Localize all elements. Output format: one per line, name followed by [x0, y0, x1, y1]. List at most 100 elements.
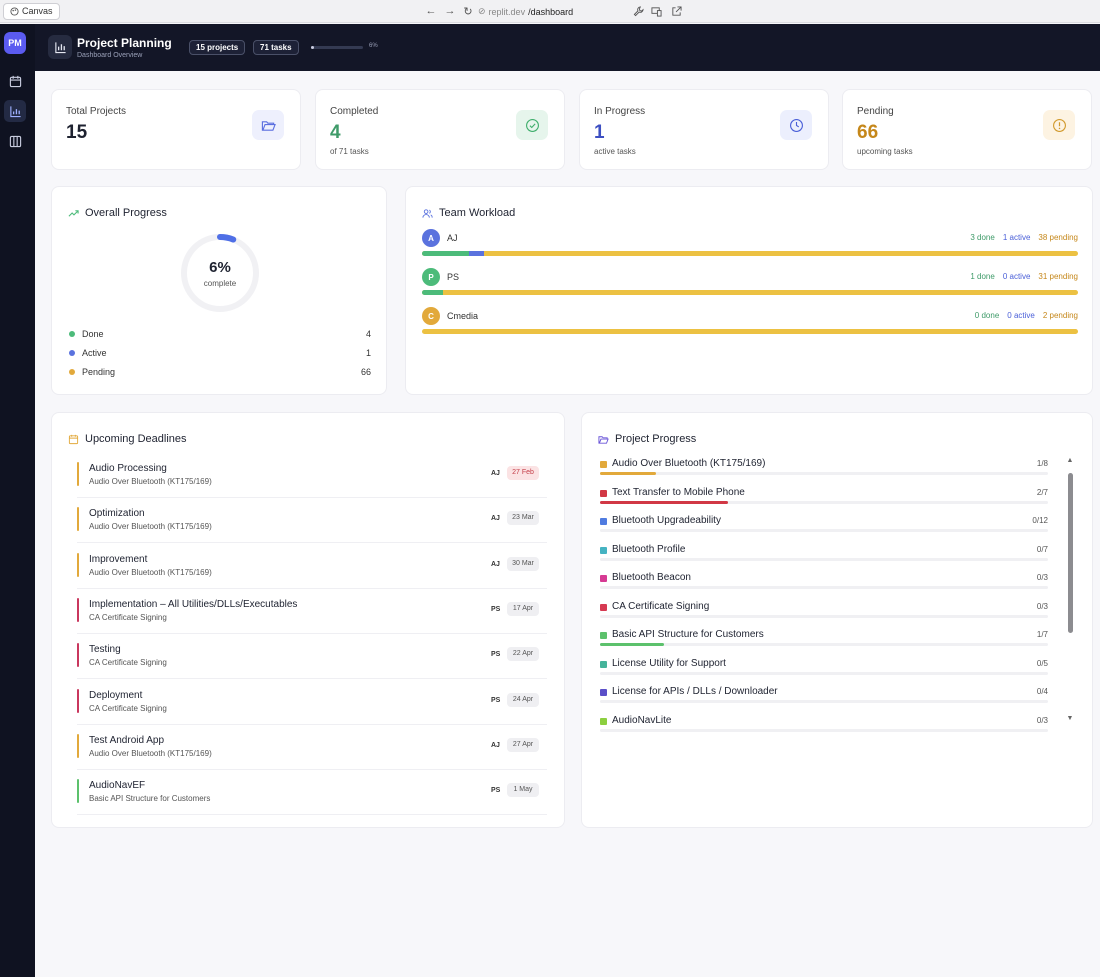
legend-label: Pending: [82, 367, 116, 377]
devices-icon[interactable]: [650, 5, 662, 17]
deadline-title: Test Android App: [89, 734, 165, 746]
project-name: License for APIs / DLLs / Downloader: [612, 686, 778, 697]
url-host: replit.dev: [488, 6, 526, 17]
avatar: C: [422, 307, 440, 325]
done-count: 0 done: [974, 311, 1000, 320]
project-progress-item[interactable]: CA Certificate Signing 0/3: [598, 598, 1060, 626]
page-subtitle: Dashboard Overview: [77, 52, 143, 59]
board-icon[interactable]: [4, 130, 26, 152]
project-task-count: 0/12: [1032, 516, 1048, 525]
deadline-item[interactable]: Optimization Audio Over Bluetooth (KT175…: [77, 503, 547, 544]
stat-value: 1: [594, 122, 605, 143]
legend-dot: [69, 369, 75, 375]
project-progress-fill: [600, 472, 656, 475]
project-progress-title: Project Progress: [598, 433, 696, 445]
scroll-up-arrow[interactable]: ▲: [1066, 457, 1074, 464]
tasks-count-badge: 71 tasks: [253, 40, 299, 55]
deadline-title: AudioNavEF: [89, 780, 146, 792]
trending-up-icon: [68, 209, 79, 217]
link-icon: ⊘: [478, 6, 486, 16]
project-progress-item[interactable]: License for APIs / DLLs / Downloader 0/4: [598, 683, 1060, 711]
calendar-icon[interactable]: [4, 70, 26, 92]
project-progress-item[interactable]: Audio Over Bluetooth (KT175/169) 1/8: [598, 455, 1060, 483]
deadline-project: CA Certificate Signing: [89, 612, 167, 622]
dashboard-chart-icon[interactable]: [4, 100, 26, 122]
project-task-count: 1/8: [1036, 459, 1048, 468]
workload-bar: [422, 290, 1078, 295]
project-progress-item[interactable]: AudioNavLite 0/3: [598, 712, 1060, 740]
stat-label: In Progress: [594, 106, 646, 117]
deadline-item[interactable]: Test Android App Audio Over Bluetooth (K…: [77, 730, 547, 770]
forward-icon[interactable]: →: [444, 5, 456, 17]
header-progress-percent: 6%: [369, 43, 378, 49]
project-progress-item[interactable]: Bluetooth Profile 0/7: [598, 541, 1060, 569]
deadline-title: Deployment: [89, 689, 143, 701]
member-stats: 1 done 0 active 31 pending: [970, 272, 1078, 281]
canvas-button[interactable]: Canvas: [3, 3, 60, 20]
overall-progress-card: Overall Progress 6% complete Done 4 Acti…: [51, 186, 387, 395]
project-progress-bar: [600, 586, 1048, 589]
legend-label: Done: [82, 329, 104, 339]
deadline-item[interactable]: AudioNavEF Basic API Structure for Custo…: [77, 775, 547, 816]
project-color-marker: [600, 660, 607, 668]
deadline-title: Audio Processing: [89, 463, 167, 474]
legend-count: 4: [365, 329, 371, 339]
app-logo[interactable]: PM: [4, 32, 26, 54]
project-progress-item[interactable]: Text Transfer to Mobile Phone 2/7: [598, 484, 1060, 512]
avatar: A: [422, 229, 440, 247]
overall-progress-donut: [181, 234, 259, 312]
browser-toolbar: Canvas ← → ↻ ⊘ replit.dev /dashboard: [0, 0, 1100, 23]
scroll-down-arrow[interactable]: ▼: [1066, 715, 1074, 722]
deadline-assignee: PS: [491, 787, 501, 795]
project-progress-bar: [600, 671, 1048, 675]
overall-progress-title: Overall Progress: [68, 207, 167, 219]
deadline-date-badge: 27 Apr: [507, 737, 539, 752]
deadline-assignee: AJ: [491, 515, 500, 523]
deadline-item[interactable]: Improvement Audio Over Bluetooth (KT175/…: [77, 549, 547, 589]
page-title: Project Planning: [77, 36, 172, 50]
deadline-accent: [77, 597, 79, 622]
project-task-count: 0/3: [1036, 573, 1048, 582]
pending-count: 31 pending: [1038, 272, 1078, 281]
stat-card: Completed 4 of 71 tasks: [315, 89, 565, 170]
deadline-title: Implementation – All Utilities/DLLs/Exec…: [89, 598, 298, 610]
deadline-assignee: PS: [491, 605, 501, 613]
project-progress-bar: [600, 700, 1048, 703]
project-progress-item[interactable]: License Utility for Support 0/5: [598, 655, 1060, 683]
deadline-project: Basic API Structure for Customers: [89, 794, 211, 804]
project-name: AudioNavLite: [612, 714, 672, 726]
deadline-project: Audio Over Bluetooth (KT175/169): [89, 748, 212, 758]
deadline-project: CA Certificate Signing: [89, 703, 167, 713]
check-circle-icon: [516, 110, 548, 140]
project-color-marker: [600, 461, 607, 468]
deadline-item[interactable]: Implementation – All Utilities/DLLs/Exec…: [77, 594, 547, 634]
pending-count: 38 pending: [1038, 233, 1078, 242]
deadline-item[interactable]: Testing CA Certificate Signing PS 22 Apr: [77, 639, 547, 680]
wrench-icon[interactable]: [632, 5, 644, 17]
project-progress-item[interactable]: Bluetooth Beacon 0/3: [598, 569, 1060, 597]
workload-active-segment: [468, 251, 485, 256]
legend-label: Active: [82, 348, 107, 358]
reload-icon[interactable]: ↻: [463, 5, 473, 18]
member-name: Cmedia: [447, 311, 479, 321]
project-list-scrollbar[interactable]: ▲ ▼: [1066, 457, 1074, 727]
project-name: Text Transfer to Mobile Phone: [612, 486, 745, 498]
project-color-marker: [600, 717, 607, 725]
legend-count: 1: [365, 348, 371, 358]
deadline-accent: [77, 462, 79, 486]
project-name: License Utility for Support: [612, 657, 726, 669]
external-link-icon[interactable]: [670, 5, 682, 17]
deadline-item[interactable]: Audio Processing Audio Over Bluetooth (K…: [77, 458, 547, 498]
deadline-item[interactable]: Deployment CA Certificate Signing PS 24 …: [77, 685, 547, 725]
project-progress-item[interactable]: Basic API Structure for Customers 1/7: [598, 626, 1060, 654]
back-icon[interactable]: ←: [425, 5, 437, 17]
legend-dot: [69, 331, 75, 337]
deadline-assignee: AJ: [491, 470, 500, 477]
active-count: 0 active: [1002, 272, 1031, 281]
deadline-date-badge: 1 May: [507, 783, 539, 798]
scrollbar-thumb[interactable]: [1068, 473, 1073, 633]
url-bar[interactable]: ⊘ replit.dev /dashboard: [478, 4, 628, 19]
project-progress-item[interactable]: Bluetooth Upgradeability 0/12: [598, 512, 1060, 540]
clock-icon: [780, 110, 812, 140]
deadline-project: CA Certificate Signing: [89, 658, 167, 668]
